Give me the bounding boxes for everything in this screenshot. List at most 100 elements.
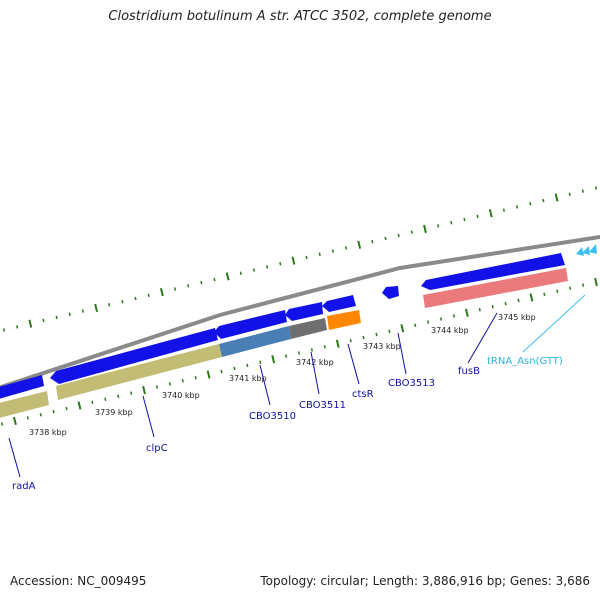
tick-mark	[13, 416, 17, 426]
genome-backbone	[0, 235, 600, 390]
tick-mark	[233, 366, 236, 371]
leader-line	[397, 332, 407, 375]
tick-mark	[581, 283, 585, 287]
tick-mark	[375, 332, 378, 337]
tick-mark	[266, 265, 269, 269]
tick-mark	[554, 193, 559, 202]
leader-line	[142, 395, 155, 438]
tick-mark	[187, 284, 190, 288]
tick-mark	[476, 214, 479, 219]
kbp-label: 3742 kbp	[296, 358, 334, 367]
tick-mark	[91, 400, 94, 405]
inner-tick-ring	[0, 277, 598, 426]
tick-mark	[147, 293, 150, 298]
tick-mark	[130, 391, 133, 395]
tick-mark	[291, 256, 296, 265]
tick-mark	[16, 325, 19, 329]
tick-mark	[42, 318, 45, 323]
leader-line	[347, 343, 360, 385]
leader-line	[310, 351, 320, 395]
tick-mark	[108, 303, 111, 307]
tick-mark	[65, 406, 68, 411]
tick-mark	[134, 296, 137, 301]
tick-mark	[297, 351, 301, 355]
tick-mark	[52, 409, 55, 414]
tick-mark	[259, 360, 262, 364]
tick-mark	[142, 385, 146, 395]
cds-feature[interactable]	[285, 302, 323, 321]
tick-mark	[28, 319, 33, 328]
trna-feature[interactable]	[589, 244, 597, 254]
cog-band	[0, 391, 49, 418]
tick-mark	[515, 205, 519, 209]
tick-mark	[529, 293, 534, 302]
tick-mark	[94, 303, 98, 313]
tick-mark	[400, 324, 405, 333]
tick-mark	[81, 309, 85, 313]
gene-label-ctsr[interactable]: ctsR	[352, 389, 374, 400]
tick-mark	[357, 240, 362, 249]
tick-mark	[388, 329, 391, 334]
trna-feature[interactable]	[576, 247, 584, 256]
tick-mark	[239, 271, 242, 275]
cog-band	[289, 318, 327, 339]
gene-label-fusb[interactable]: fusB	[458, 366, 480, 377]
tick-mark	[26, 416, 29, 420]
tick-mark	[437, 224, 440, 228]
genome-stats-text: Topology: circular; Length: 3,886,916 bp…	[260, 574, 590, 588]
gene-label-cbo3511[interactable]: CBO3511	[299, 400, 346, 411]
tick-mark	[0, 422, 4, 426]
tick-mark	[206, 370, 211, 379]
gene-label-trna-asn[interactable]: tRNA_Asn(GTT)	[487, 356, 563, 367]
gene-label-cbo3510[interactable]: CBO3510	[249, 411, 296, 422]
tick-mark	[542, 198, 545, 203]
cds-feature[interactable]	[0, 375, 44, 400]
cog-band	[327, 310, 361, 330]
tick-mark	[104, 397, 107, 402]
tick-mark	[279, 262, 282, 266]
tick-mark	[371, 239, 374, 244]
tick-mark	[568, 192, 571, 197]
tick-mark	[556, 289, 559, 293]
tick-mark	[284, 354, 288, 358]
gene-label-radA[interactable]: radA	[12, 481, 36, 492]
tick-mark	[529, 202, 532, 206]
tick-mark	[504, 301, 507, 306]
cds-feature[interactable]	[322, 295, 356, 312]
tick-mark	[68, 312, 71, 316]
cds-feature[interactable]	[382, 286, 399, 299]
trna-feature[interactable]	[582, 246, 590, 255]
kbp-label: 3740 kbp	[162, 391, 200, 400]
tick-mark	[452, 314, 456, 318]
map-title: Clostridium botulinum A str. ATCC 3502, …	[108, 9, 492, 24]
cog-band	[56, 344, 222, 400]
tick-mark	[491, 304, 494, 309]
tick-mark	[318, 252, 321, 256]
tick-mark	[349, 338, 352, 343]
tick-mark	[200, 280, 203, 285]
tick-mark	[305, 255, 308, 260]
tick-mark	[246, 363, 249, 368]
tick-mark	[77, 401, 82, 410]
tick-mark	[159, 288, 164, 297]
kbp-label: 3745 kbp	[498, 313, 536, 322]
tick-mark	[155, 385, 159, 389]
gene-label-clpC[interactable]: clpC	[146, 443, 168, 454]
gene-label-cbo3513[interactable]: CBO3513	[388, 378, 435, 389]
tick-mark	[173, 287, 177, 291]
tick-mark	[362, 335, 365, 340]
leader-line	[467, 312, 498, 364]
tick-mark	[310, 348, 314, 352]
cds-feature[interactable]	[421, 253, 565, 290]
cds-feature[interactable]	[50, 328, 218, 384]
tick-mark	[594, 277, 598, 287]
tick-mark	[181, 379, 184, 383]
tick-mark	[543, 292, 546, 297]
cds-feature[interactable]	[214, 310, 287, 339]
kbp-label: 3744 kbp	[431, 326, 469, 335]
leader-line	[8, 437, 21, 478]
tick-mark	[331, 249, 334, 253]
outer-tick-ring	[2, 186, 598, 332]
gene-labels: radA clpC CBO3510 CBO3511 ctsR CBO3513 f…	[12, 356, 563, 492]
